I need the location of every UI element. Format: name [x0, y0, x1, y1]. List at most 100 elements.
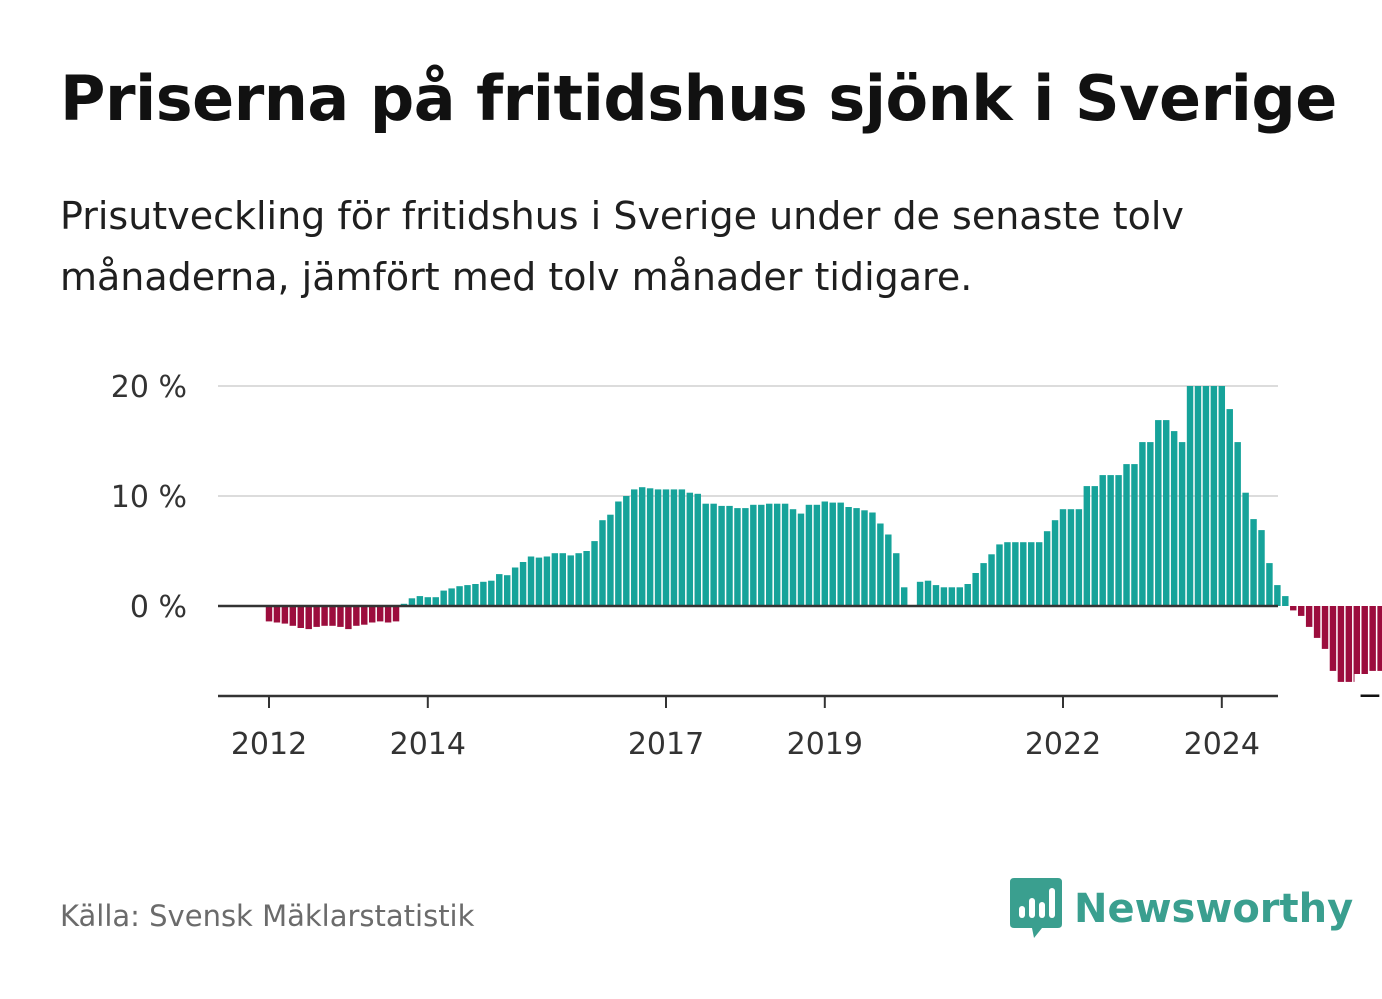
bar [964, 584, 971, 606]
bar [1266, 563, 1273, 606]
bar [1258, 530, 1265, 606]
bar [369, 606, 376, 623]
bar [440, 590, 447, 606]
bar [845, 507, 852, 606]
bar [1337, 606, 1345, 682]
bar [996, 544, 1003, 606]
bar [1194, 386, 1202, 606]
bar [1131, 464, 1138, 606]
bar [773, 503, 781, 606]
bar [273, 606, 281, 623]
bar [1329, 606, 1337, 671]
bar [805, 504, 813, 606]
bar [885, 534, 892, 606]
brand-name: Newsworthy [1074, 886, 1354, 932]
bar [488, 580, 495, 606]
bar [496, 574, 503, 606]
bar [472, 584, 479, 606]
bar [599, 520, 606, 606]
bar [1202, 386, 1210, 606]
bar [265, 606, 273, 622]
bar [567, 555, 574, 606]
bar [988, 554, 995, 606]
bar [1004, 542, 1011, 606]
bar [1210, 386, 1218, 606]
bar [527, 556, 535, 606]
bar [694, 493, 701, 606]
bar [297, 606, 304, 628]
bar [543, 556, 551, 606]
bar [337, 606, 344, 627]
bar [837, 502, 844, 606]
bar [384, 606, 392, 623]
bar [631, 489, 638, 606]
bar [781, 503, 789, 606]
bar [424, 597, 432, 606]
bar [861, 510, 868, 606]
bar [559, 553, 566, 606]
bar [1075, 509, 1083, 606]
bar [1242, 492, 1249, 606]
bar [940, 587, 948, 606]
bar [329, 606, 336, 626]
bar [1274, 585, 1281, 606]
bar [1099, 475, 1106, 606]
bar [1321, 606, 1329, 649]
x-tick-label: 2022 [1025, 727, 1101, 762]
bar [345, 606, 352, 630]
bar [607, 514, 614, 606]
bar [1361, 606, 1368, 682]
bar [1083, 486, 1091, 606]
last-value-label-bg [1354, 674, 1382, 712]
bar [1178, 442, 1186, 606]
bar [718, 505, 725, 606]
bar [1012, 542, 1019, 606]
bar [456, 586, 463, 606]
y-tick-label: 10 % [111, 480, 187, 515]
bar [1369, 606, 1376, 671]
bar [829, 502, 836, 606]
bar [900, 587, 908, 606]
bar [480, 581, 487, 606]
bar [511, 567, 519, 606]
bar [1313, 606, 1321, 638]
bar [535, 557, 543, 606]
bar [789, 509, 797, 606]
bar [916, 581, 924, 606]
bar [1028, 542, 1035, 606]
bar [448, 588, 455, 606]
y-tick-label: 0 % [130, 590, 187, 625]
bar [1377, 606, 1382, 671]
bar [289, 606, 297, 626]
bar [281, 606, 289, 624]
bar-chart: 20 % 10 % 0 % 2012 2014 2017 2019 2022 2024 −5 % [111, 370, 1382, 762]
bar [408, 598, 416, 606]
bar [1297, 606, 1305, 616]
x-tick-label: 2017 [628, 727, 704, 762]
bar [1147, 442, 1154, 606]
bar [710, 503, 717, 606]
bar [893, 553, 900, 606]
bar [1067, 509, 1075, 606]
bar [678, 489, 686, 606]
bar [392, 606, 400, 622]
last-value-label: −5 % [1357, 678, 1382, 713]
bar [503, 575, 511, 606]
bar [1345, 606, 1353, 682]
bar [924, 580, 932, 606]
y-tick-label: 20 % [111, 370, 187, 405]
bar [853, 508, 860, 606]
bar [797, 513, 805, 606]
bar [1290, 606, 1297, 611]
bar [1123, 464, 1130, 606]
bar [321, 606, 328, 626]
bar [750, 504, 757, 606]
bar [742, 508, 749, 606]
bar [1170, 431, 1178, 606]
bar [726, 505, 733, 606]
bar [1155, 420, 1162, 606]
bar [766, 503, 773, 606]
bar [361, 606, 368, 625]
bar [583, 551, 590, 606]
bar [1107, 475, 1114, 606]
